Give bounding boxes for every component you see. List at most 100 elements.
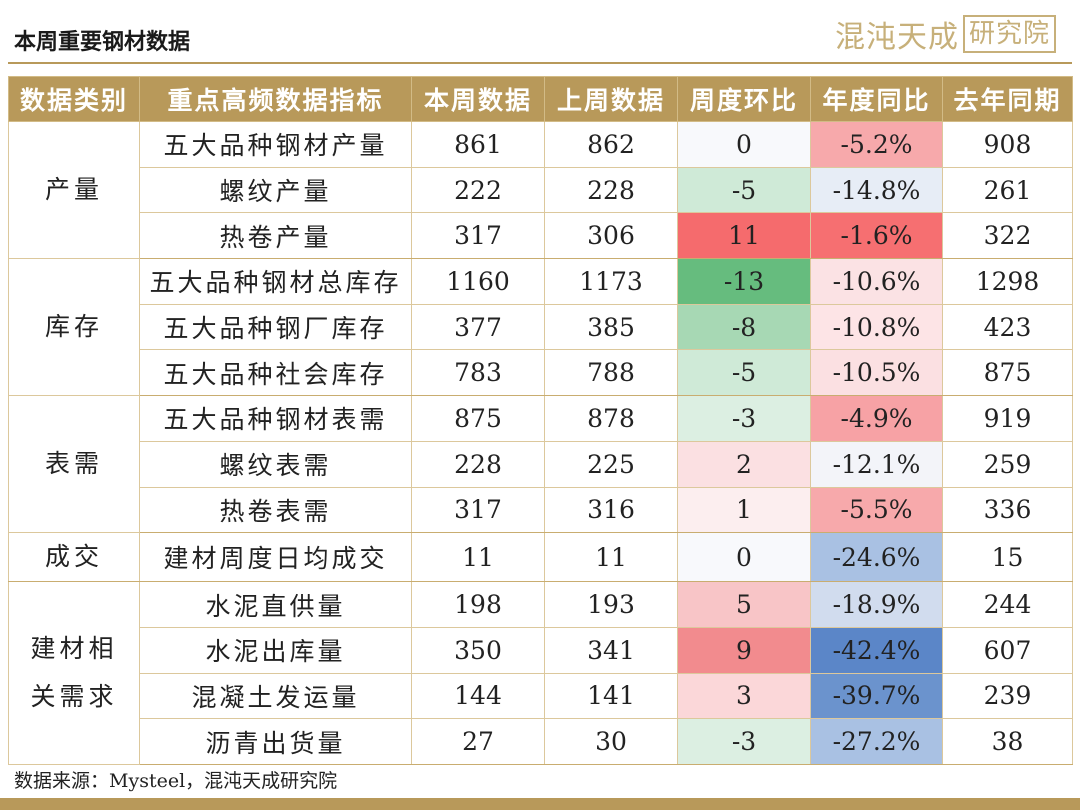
table-row: 产量 五大品种钢材产量 861 862 0 -5.2% 908	[8, 120, 1073, 260]
last-week-cell: 193	[544, 581, 678, 628]
last-week-cell: 1173	[544, 258, 678, 305]
yoy-cell: -10.5%	[810, 349, 943, 397]
column-header-indicator: 重点高频数据指标	[139, 76, 412, 122]
category-cell: 建材相关需求	[8, 581, 140, 765]
page-title: 本周重要钢材数据	[14, 30, 191, 55]
last-week-cell: 306	[544, 212, 678, 260]
table-header-row: 数据类别 重点高频数据指标 本周数据 上周数据 周度环比 年度同比 去年同期	[8, 76, 1073, 122]
table-row: 水泥出库量 350 341 9 -42.4% 607	[9, 626, 1073, 674]
last-year-cell: 15	[942, 532, 1073, 583]
table-row: 热卷表需 317 316 1 -5.5% 336	[9, 486, 1073, 534]
yoy-cell: -1.6%	[810, 212, 943, 260]
table-row: 五大品种社会库存 783 788 -5 -10.5% 875	[9, 349, 1073, 397]
this-week-cell: 144	[411, 672, 545, 720]
column-header-last-week: 上周数据	[544, 76, 678, 122]
last-week-cell: 11	[544, 532, 678, 583]
wow-cell: 11	[677, 212, 811, 260]
last-year-cell: 875	[942, 349, 1073, 397]
yoy-cell: -27.2%	[810, 718, 943, 765]
indicator-cell: 五大品种钢材总库存	[139, 258, 412, 305]
wow-cell: 5	[677, 581, 811, 628]
table-row: 表需 五大品种钢材表需 875 878 -3 -4.9% 919	[8, 395, 1073, 534]
last-year-cell: 919	[942, 395, 1073, 442]
category-cell: 产量	[8, 120, 140, 260]
indicator-cell: 五大品种社会库存	[139, 349, 412, 397]
this-week-cell: 350	[411, 626, 545, 674]
wow-cell: -5	[677, 166, 811, 214]
yoy-cell: -10.8%	[810, 303, 943, 351]
table-row: 螺纹表需 228 225 2 -12.1% 259	[9, 440, 1073, 488]
yoy-cell: -14.8%	[810, 166, 943, 214]
this-week-cell: 222	[411, 166, 545, 214]
wow-cell: 3	[677, 672, 811, 720]
last-year-cell: 423	[942, 303, 1073, 351]
indicator-cell: 螺纹产量	[139, 166, 412, 214]
last-week-cell: 385	[544, 303, 678, 351]
last-year-cell: 908	[942, 121, 1073, 168]
this-week-cell: 1160	[411, 258, 545, 305]
this-week-cell: 783	[411, 349, 545, 397]
wow-cell: -3	[677, 718, 811, 765]
wow-cell: 2	[677, 440, 811, 488]
last-week-cell: 316	[544, 486, 678, 534]
last-week-cell: 225	[544, 440, 678, 488]
last-week-cell: 228	[544, 166, 678, 214]
column-header-category: 数据类别	[8, 76, 140, 122]
last-week-cell: 341	[544, 626, 678, 674]
indicator-cell: 建材周度日均成交	[139, 532, 412, 583]
category-cell: 库存	[8, 258, 140, 397]
data-source-note: 数据来源：Mysteel，混沌天成研究院	[14, 770, 338, 792]
last-year-cell: 38	[942, 718, 1073, 765]
indicator-cell: 热卷表需	[139, 486, 412, 534]
table-row: 建材相关需求 水泥直供量 198 193 5 -18.9% 244	[8, 581, 1073, 765]
bottom-bar	[0, 798, 1080, 810]
yoy-cell: -39.7%	[810, 672, 943, 720]
wow-cell: 0	[677, 121, 811, 168]
wow-cell: -13	[677, 258, 811, 305]
wow-cell: -3	[677, 395, 811, 442]
last-week-cell: 30	[544, 718, 678, 765]
wow-cell: 9	[677, 626, 811, 674]
this-week-cell: 317	[411, 212, 545, 260]
this-week-cell: 27	[411, 718, 545, 765]
wow-cell: 1	[677, 486, 811, 534]
table-row: 混凝土发运量 144 141 3 -39.7% 239	[9, 672, 1073, 720]
column-header-yoy: 年度同比	[810, 76, 943, 122]
steel-data-table: 数据类别 重点高频数据指标 本周数据 上周数据 周度环比 年度同比 去年同期 产…	[8, 76, 1073, 765]
indicator-cell: 五大品种钢材产量	[139, 121, 412, 168]
last-year-cell: 336	[942, 486, 1073, 534]
this-week-cell: 377	[411, 303, 545, 351]
category-cell: 成交	[8, 532, 140, 583]
last-week-cell: 141	[544, 672, 678, 720]
wow-cell: 0	[677, 532, 811, 583]
indicator-cell: 螺纹表需	[139, 440, 412, 488]
column-header-wow: 周度环比	[677, 76, 811, 122]
last-year-cell: 244	[942, 581, 1073, 628]
last-week-cell: 788	[544, 349, 678, 397]
this-week-cell: 198	[411, 581, 545, 628]
indicator-cell: 水泥直供量	[139, 581, 412, 628]
indicator-cell: 五大品种钢材表需	[139, 395, 412, 442]
last-week-cell: 862	[544, 121, 678, 168]
yoy-cell: -42.4%	[810, 626, 943, 674]
table-row: 螺纹产量 222 228 -5 -14.8% 261	[9, 166, 1073, 214]
indicator-cell: 五大品种钢厂库存	[139, 303, 412, 351]
last-year-cell: 239	[942, 672, 1073, 720]
table-body: 产量 五大品种钢材产量 861 862 0 -5.2% 908 螺纹产量 222 228 -5 -14…	[8, 120, 1073, 765]
indicator-cell: 热卷产量	[139, 212, 412, 260]
indicator-cell: 水泥出库量	[139, 626, 412, 674]
indicator-cell: 沥青出货量	[139, 718, 412, 765]
last-week-cell: 878	[544, 395, 678, 442]
last-year-cell: 259	[942, 440, 1073, 488]
this-week-cell: 228	[411, 440, 545, 488]
yoy-cell: -10.6%	[810, 258, 943, 305]
table-row: 成交 建材周度日均成交 11 11 0 -24.6% 15	[8, 532, 1073, 583]
company-logo: 混沌天成 研究院	[835, 14, 1056, 55]
yoy-cell: -5.2%	[810, 121, 943, 168]
wow-cell: -8	[677, 303, 811, 351]
wow-cell: -5	[677, 349, 811, 397]
category-cell: 表需	[8, 395, 140, 534]
column-header-this-week: 本周数据	[411, 76, 545, 122]
yoy-cell: -4.9%	[810, 395, 943, 442]
yoy-cell: -18.9%	[810, 581, 943, 628]
